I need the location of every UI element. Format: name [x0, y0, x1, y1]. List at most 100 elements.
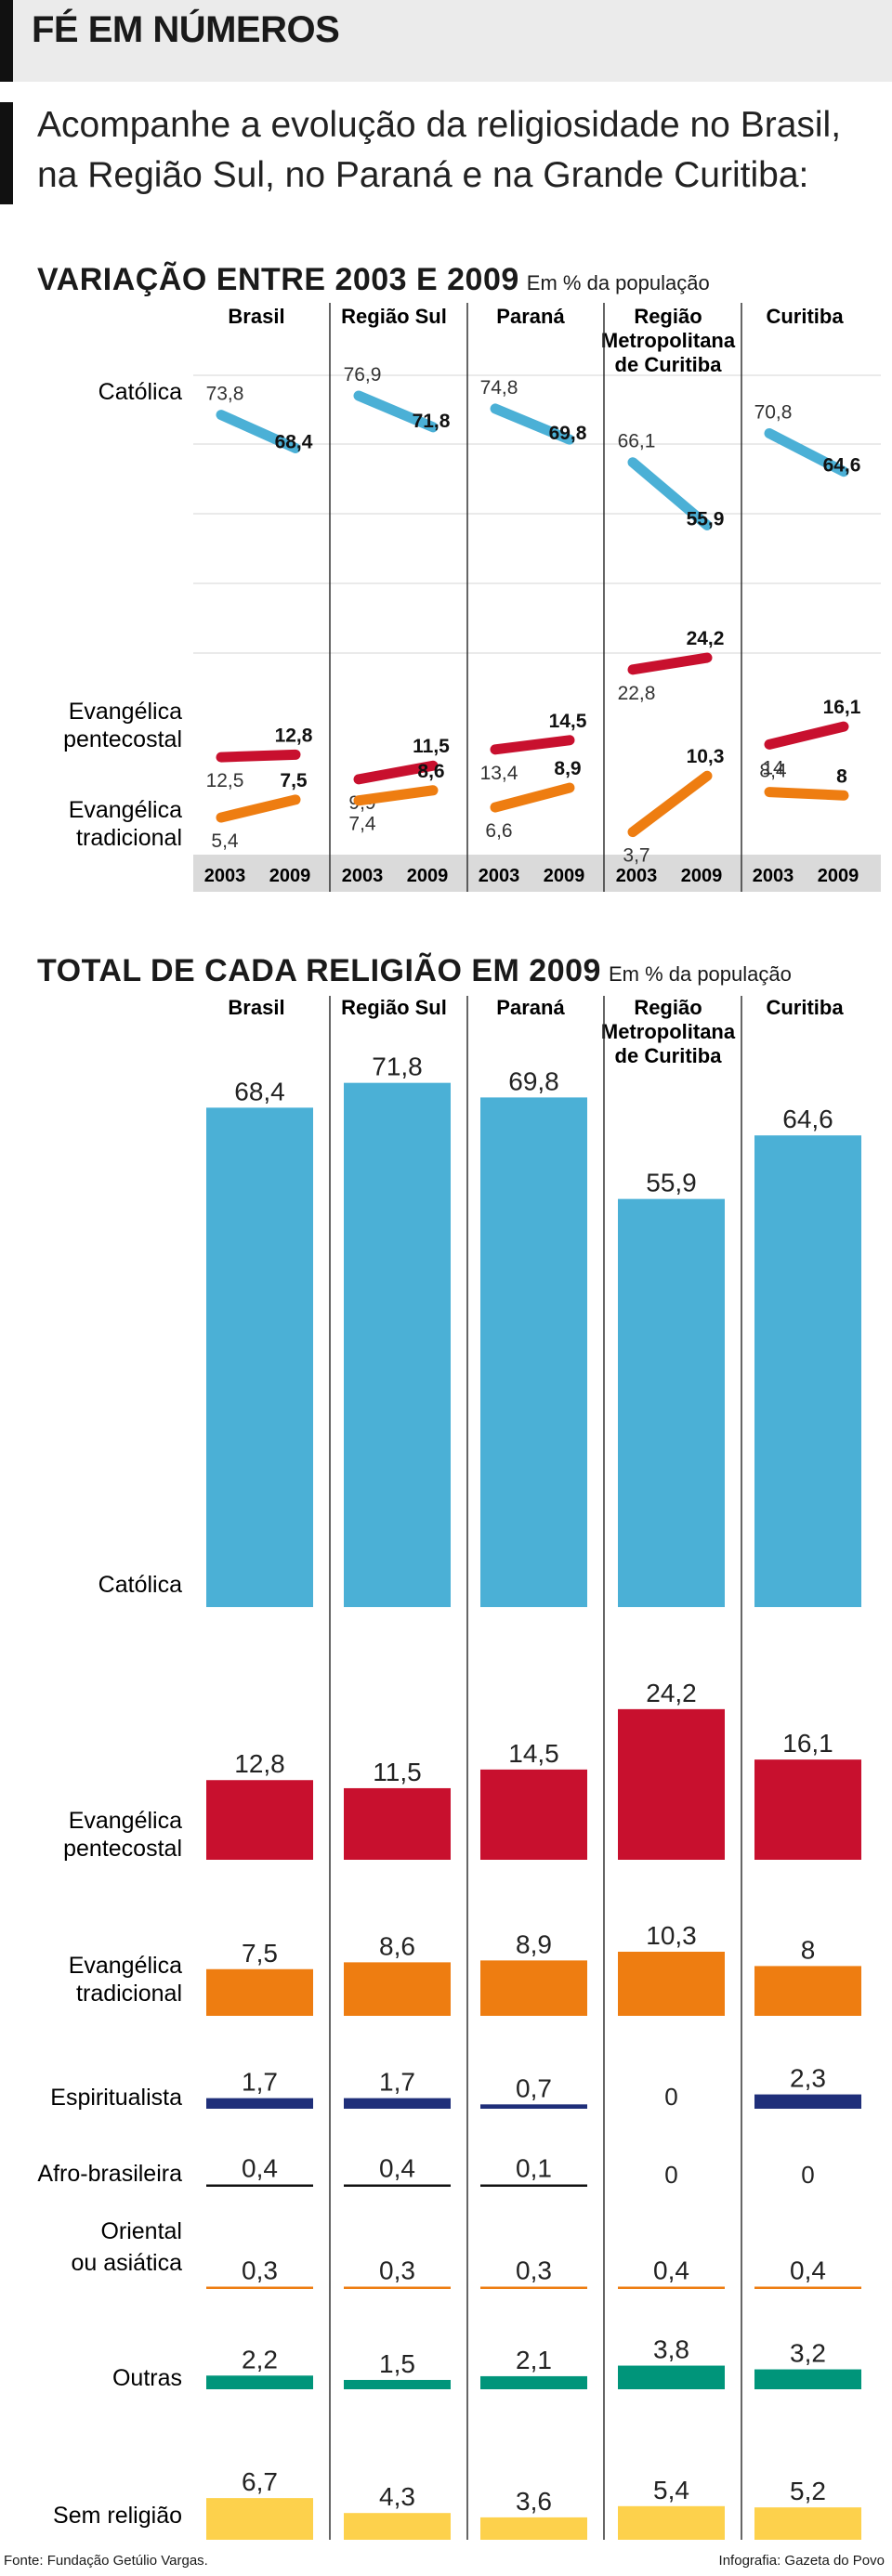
chart2-value-label: 0,7 — [516, 2073, 552, 2102]
chart1-value-2003: 8,4 — [759, 761, 787, 782]
chart2-value-label: 2,1 — [516, 2346, 552, 2374]
chart1-series-label-evangelica-pentecostal: Evangélica — [69, 699, 182, 725]
chart2-bar-sem-religiao — [206, 2498, 313, 2540]
chart2-bar-afro-brasileira — [344, 2184, 451, 2187]
chart2-bar-espiritualista — [206, 2098, 313, 2109]
chart2-series-label-sem-religiao: Sem religião — [53, 2503, 182, 2529]
chart1-value-2009: 7,5 — [280, 770, 308, 791]
chart2-title: TOTAL DE CADA RELIGIÃO EM 2009 Em % da po… — [37, 953, 792, 989]
chart1-value-2009: 24,2 — [687, 628, 725, 649]
chart2-value-label: 0,1 — [516, 2154, 552, 2183]
chart1-value-2009: 10,3 — [687, 746, 725, 767]
chart1-value-2003: 70,8 — [754, 402, 793, 424]
chart2-value-label: 0 — [801, 2161, 814, 2189]
chart2-value-label: 68,4 — [234, 1077, 285, 1105]
chart2-value-label: 8,6 — [379, 1931, 415, 1960]
chart1-value-2009: 16,1 — [823, 697, 861, 718]
chart1-value-2009: 8 — [836, 765, 847, 787]
chart2-region-label: Paraná — [496, 996, 565, 1019]
chart1-year-tick: 2003 — [342, 866, 384, 886]
chart2-bar-espiritualista — [754, 2094, 861, 2109]
chart1-slope-evangelica-pentecostal — [353, 760, 439, 785]
chart1-region-label: Curitiba — [766, 305, 844, 328]
chart2-value-label: 14,5 — [508, 1739, 559, 1768]
chart2-value-label: 10,3 — [646, 1921, 697, 1950]
chart2-value-label: 4,3 — [379, 2482, 415, 2511]
chart1-year-tick: 2009 — [544, 866, 585, 886]
chart1-value-2009: 8,6 — [417, 761, 444, 782]
chart2-bar-outras — [754, 2369, 861, 2389]
chart1-slope-evangelica-tradicional — [627, 770, 713, 838]
chart2-series-label-evangelica-tradicional: tradicional — [76, 1981, 182, 2007]
chart2-bar-catolica — [206, 1107, 313, 1607]
chart2-bar-outras — [206, 2375, 313, 2389]
footer-credit: Infografia: Gazeta do Povo — [718, 2553, 885, 2569]
chart2-bar-evangelica-pentecostal — [206, 1780, 313, 1860]
chart2-value-label: 3,8 — [653, 2335, 689, 2364]
chart1-year-tick: 2009 — [407, 866, 449, 886]
chart2-bar-outras — [344, 2379, 451, 2389]
chart1-year-tick: 2003 — [204, 866, 246, 886]
line-chart-variation: Brasil Região Sul Paraná RegiãoMetropolitan… — [63, 303, 881, 892]
chart2-value-label: 1,5 — [379, 2349, 415, 2378]
chart1-year-tick: 2009 — [818, 866, 859, 886]
chart1-year-tick: 2003 — [753, 866, 794, 886]
chart2-region-label: Metropolitana — [601, 1020, 736, 1043]
chart1-value-2009: 12,8 — [275, 725, 313, 746]
chart1-year-tick: 2003 — [616, 866, 658, 886]
chart2-bar-oriental-ou-asiatica — [480, 2286, 587, 2289]
chart2-bar-sem-religiao — [344, 2513, 451, 2540]
chart1-slope-evangelica-pentecostal — [764, 721, 849, 750]
chart2-series-label-oriental-ou-asiatica: ou asiática — [71, 2250, 182, 2276]
chart2-value-label: 5,2 — [790, 2477, 826, 2505]
chart2-title-text: TOTAL DE CADA RELIGIÃO EM 2009 — [37, 953, 601, 988]
chart2-bar-evangelica-tradicional — [618, 1951, 725, 2016]
chart1-slope-evangelica-tradicional — [353, 785, 439, 806]
chart1-value-2003: 5,4 — [211, 830, 239, 852]
chart1-region-label: Brasil — [228, 305, 284, 328]
chart2-value-label: 2,2 — [242, 2345, 278, 2373]
chart2-value-label: 69,8 — [508, 1066, 559, 1095]
intro-text: Acompanhe a evolução da religiosidade no… — [37, 105, 842, 195]
chart1-slope-evangelica-pentecostal — [216, 749, 301, 763]
chart1-slope-catolica — [216, 410, 301, 453]
chart1-value-2003: 3,7 — [623, 845, 649, 867]
chart2-bar-afro-brasileira — [206, 2184, 313, 2187]
chart1-slope-catolica — [627, 457, 713, 530]
chart2-subtitle: Em % da população — [608, 962, 792, 986]
chart1-series-label-evangelica-tradicional: Evangélica — [69, 797, 182, 823]
chart2-series-label-evangelica-tradicional: Evangélica — [69, 1953, 182, 1979]
chart1-subtitle: Em % da população — [526, 271, 710, 294]
chart2-value-label: 6,7 — [242, 2467, 278, 2496]
chart1-value-2003: 12,5 — [206, 770, 244, 791]
chart1-region-label: de Curitiba — [615, 353, 723, 376]
page-title: FÉ EM NÚMEROS — [32, 9, 340, 50]
chart2-series-label-afro-brasileira: Afro-brasileira — [37, 2161, 182, 2187]
chart2-bar-evangelica-pentecostal — [618, 1708, 725, 1860]
chart1-value-2009: 11,5 — [413, 736, 450, 757]
chart2-value-label: 0 — [664, 2161, 677, 2189]
chart2-bar-oriental-ou-asiatica — [206, 2286, 313, 2289]
chart1-value-2003: 6,6 — [485, 820, 512, 842]
chart2-bar-catolica — [480, 1097, 587, 1607]
chart2-bar-evangelica-pentecostal — [480, 1769, 587, 1860]
chart1-slope-evangelica-tradicional — [764, 787, 849, 801]
chart1-slope-evangelica-tradicional — [490, 782, 575, 813]
chart1-year-band — [193, 855, 881, 892]
chart2-region-label: Região — [634, 996, 702, 1019]
chart2-series-label-outras: Outras — [112, 2365, 182, 2391]
chart2-value-label: 0,4 — [790, 2256, 826, 2285]
chart1-value-2003: 74,8 — [480, 377, 518, 399]
chart2-value-label: 55,9 — [646, 1169, 697, 1197]
chart2-value-label: 11,5 — [373, 1758, 421, 1786]
chart2-value-label: 0,3 — [242, 2256, 278, 2285]
chart1-value-2009: 69,8 — [549, 423, 587, 444]
chart2-value-label: 8,9 — [516, 1929, 552, 1958]
chart2-series-label-espiritualista: Espiritualista — [50, 2085, 182, 2111]
chart2-value-label: 0,4 — [379, 2154, 415, 2183]
header-accent — [0, 0, 13, 82]
chart2-bar-evangelica-pentecostal — [344, 1787, 451, 1860]
chart2-value-label: 3,2 — [790, 2339, 826, 2368]
bar-chart-totals: Brasil Região Sul Paraná RegiãoMetropolitan… — [37, 996, 861, 2540]
chart2-value-label: 24,2 — [646, 1679, 697, 1707]
